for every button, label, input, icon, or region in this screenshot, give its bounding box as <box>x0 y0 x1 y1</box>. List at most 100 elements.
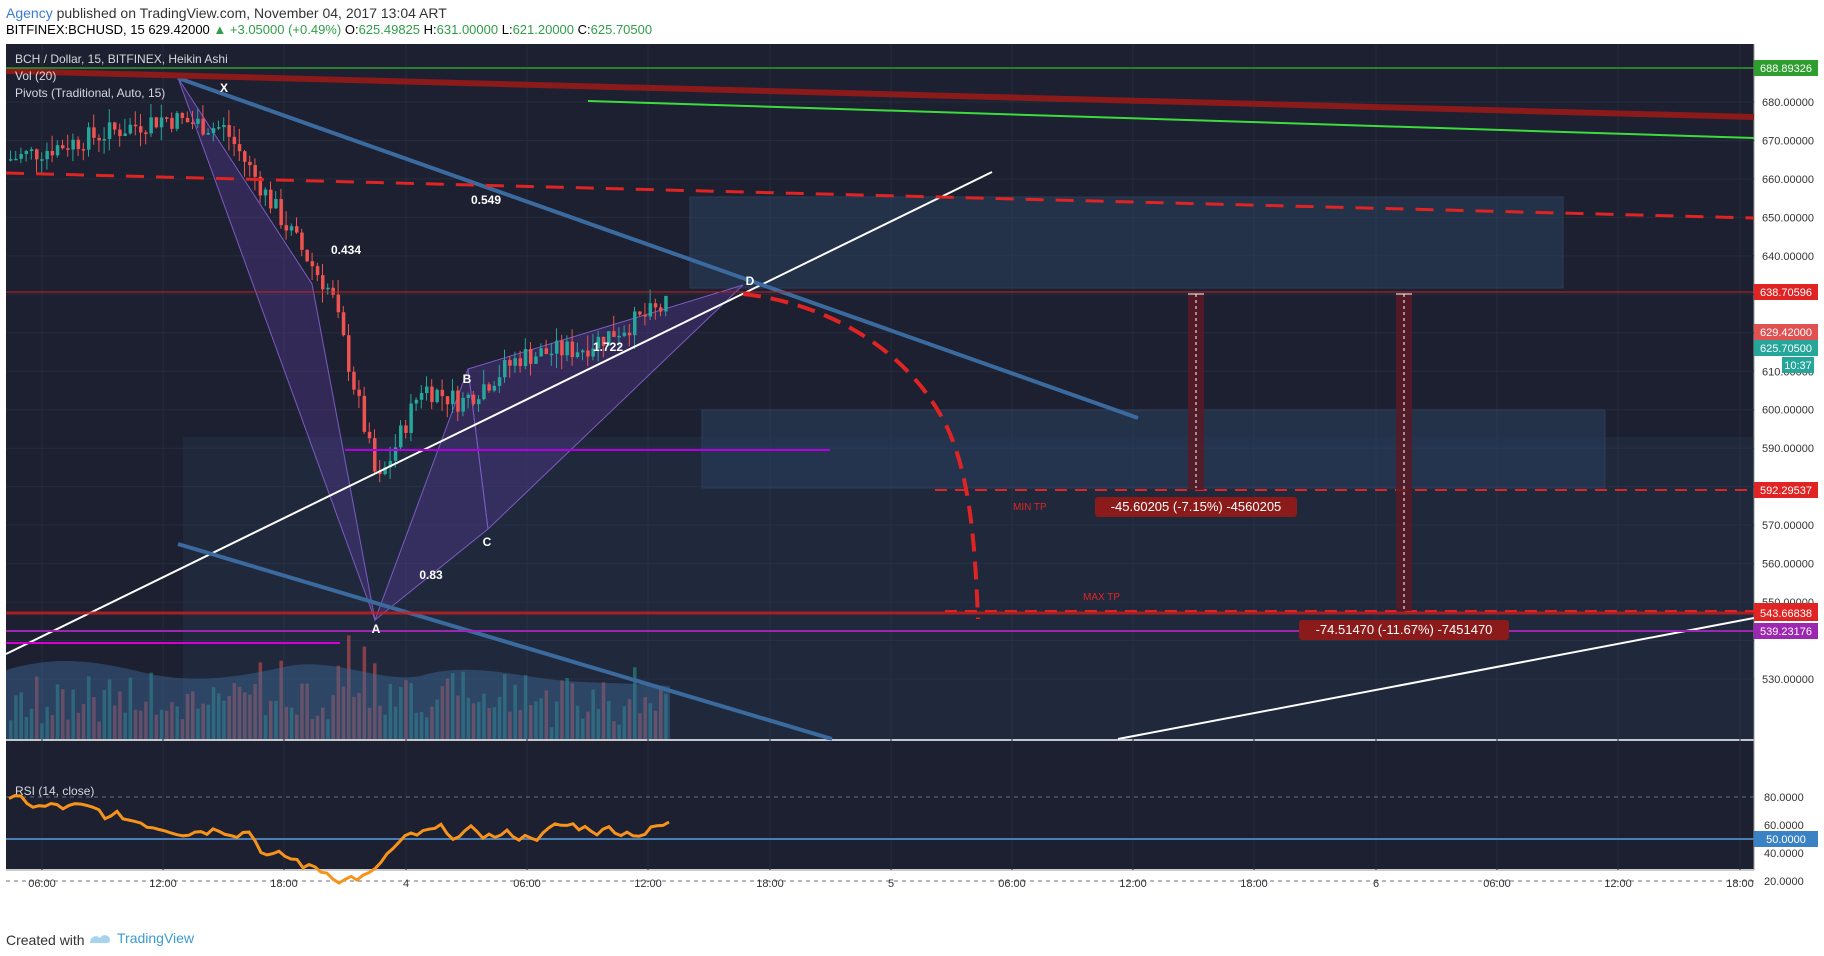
volume-bar <box>248 694 252 739</box>
volume-bar <box>331 695 335 739</box>
candle-body <box>336 294 341 313</box>
candle-body <box>159 117 164 128</box>
candle-body <box>97 137 101 141</box>
candle-body <box>347 335 351 372</box>
rsi-tick-label: 80.0000 <box>1764 792 1804 804</box>
legend-rsi: RSI (14, close) <box>15 784 94 798</box>
volume-bar <box>102 689 107 739</box>
candle-body <box>55 145 60 156</box>
volume-bar <box>451 673 455 739</box>
author-link[interactable]: Agency <box>6 5 53 21</box>
volume-bar <box>466 697 471 739</box>
candle-body <box>508 359 512 366</box>
symbol-line: BITFINEX:BCHUSD, 15 <box>6 22 145 37</box>
legend-title: BCH / Dollar, 15, BITFINEX, Heikin Ashi <box>15 52 228 66</box>
rsi-pane[interactable] <box>6 741 1754 869</box>
volume-bar <box>87 676 91 739</box>
candle-body <box>627 332 632 336</box>
candle-body <box>414 399 419 404</box>
candle-body <box>274 199 278 209</box>
rsi-tick-label: 40.0000 <box>1764 848 1804 860</box>
volume-bar <box>612 721 616 739</box>
candle-body <box>310 261 315 267</box>
candle-body <box>373 438 377 472</box>
volume-bar <box>393 706 398 739</box>
price-tick-label: 600.00000 <box>1762 405 1814 417</box>
channel-upper <box>177 76 1139 420</box>
candle-body <box>357 389 361 396</box>
volume-bar <box>9 720 13 739</box>
candle-body <box>144 132 148 135</box>
candle-body <box>305 249 309 262</box>
chart-canvas[interactable]: -45.60205 (-7.15%) -4560205 -74.51470 (-… <box>0 44 1824 918</box>
price-badge-label: 638.70596 <box>1760 287 1812 299</box>
candle-body <box>196 118 200 124</box>
time-tick-label: 12:00 <box>149 878 177 890</box>
price-badges: 688.89326 638.70596 629.42000 625.70500 10:3… <box>1754 60 1818 639</box>
volume-bar <box>269 700 273 739</box>
volume-bar <box>659 687 663 739</box>
volume-bar <box>113 705 117 739</box>
svg-text:-45.60205 (-7.15%) -4560205: -45.60205 (-7.15%) -4560205 <box>1111 499 1282 514</box>
channel-lower <box>177 542 833 741</box>
volume-bar <box>217 693 221 739</box>
low-value: 621.20000 <box>512 22 575 37</box>
volume-bar <box>633 667 637 739</box>
volume-bar <box>139 710 143 739</box>
candle-body <box>92 127 96 138</box>
volume-bar <box>399 687 403 739</box>
measure-label-2: -74.51470 (-11.67%) -7451470 <box>1299 620 1509 640</box>
candle-body <box>378 471 382 475</box>
time-tick-label: 06:00 <box>513 878 541 890</box>
volume-bar <box>378 705 382 739</box>
candle-body <box>570 341 575 358</box>
volume-bar <box>388 683 393 739</box>
price-axis[interactable] <box>1754 44 1824 870</box>
volume-bar <box>560 680 564 739</box>
measure-label-1: -45.60205 (-7.15%) -4560205 <box>1095 497 1297 517</box>
tradingview-link[interactable]: TradingView <box>117 930 195 946</box>
time-tick-label: 12:00 <box>1119 878 1147 890</box>
volume-bar <box>596 709 601 739</box>
time-tick-label: 18:00 <box>270 878 298 890</box>
candle-body <box>217 127 221 129</box>
volume-bar <box>326 719 330 739</box>
candle-body <box>492 385 497 391</box>
candle-body <box>456 390 460 412</box>
candle-body <box>555 340 559 354</box>
candle-body <box>544 348 549 355</box>
price-badge-label: 629.42000 <box>1760 327 1812 339</box>
candle-body <box>393 447 398 461</box>
candle-body <box>341 312 346 336</box>
footer: Created with TradingView <box>0 918 1824 956</box>
candle-body <box>581 350 585 353</box>
price-tick-label: 530.00000 <box>1762 674 1814 686</box>
candle-body <box>591 348 595 357</box>
volume-bar <box>456 695 460 739</box>
candle-body <box>139 126 143 133</box>
volume-bar <box>347 635 351 739</box>
volume-bar <box>170 702 174 739</box>
volume-bar <box>487 708 491 739</box>
candle-body <box>29 149 34 152</box>
candle-body <box>9 159 13 161</box>
candle-body <box>612 331 616 337</box>
volume-bar <box>71 689 75 739</box>
volume-bar <box>591 689 595 739</box>
price-badge-label: 543.66838 <box>1760 608 1812 620</box>
time-tick-label: 12:00 <box>1604 878 1632 890</box>
candle-body <box>222 125 226 128</box>
label-c: C <box>483 535 492 549</box>
candle-body <box>118 129 122 137</box>
candle-body <box>170 117 174 129</box>
volume-bar <box>581 718 585 739</box>
candle-body <box>523 348 528 367</box>
candle-body <box>352 371 356 390</box>
volume-bar <box>477 701 481 739</box>
rsi-badge-label: 50.0000 <box>1766 834 1806 846</box>
price-tick-label: 560.00000 <box>1762 559 1814 571</box>
candle-body <box>575 352 580 358</box>
candle-body <box>326 287 330 290</box>
candle-body <box>87 127 91 150</box>
candle-body <box>633 311 637 336</box>
